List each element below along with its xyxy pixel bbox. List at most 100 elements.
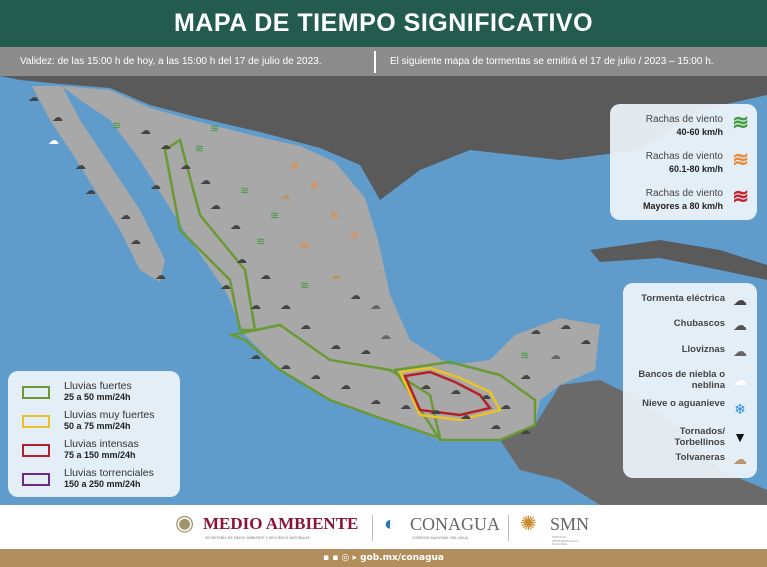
- tornado-icon: ▼: [733, 429, 747, 445]
- phenomena-legend-item: Tornados/ Torbellinos: [629, 426, 726, 448]
- thunderstorm-icon: ☁: [340, 379, 351, 392]
- page-title: MAPA DE TIEMPO SIGNIFICATIVO: [0, 0, 767, 47]
- thunderstorm-icon: ☁: [400, 399, 411, 412]
- rain-label: Lluvias muy fuertes: [64, 409, 155, 421]
- rain-text: Lluvias fuertes 25 a 50 mm/24h: [64, 381, 132, 403]
- wind-gust-icon: ≋: [256, 235, 266, 248]
- rain-swatch: [22, 414, 50, 428]
- phenomena-label: Tormenta eléctrica: [641, 293, 725, 304]
- conagua-drop-icon: ◐: [384, 513, 397, 535]
- zone-strong-rain-south: [392, 360, 537, 442]
- rain-swatch: [22, 443, 50, 457]
- thunderstorm-icon: ☁: [310, 369, 321, 382]
- thunderstorm-icon: ☁: [155, 269, 166, 282]
- divider: [374, 50, 376, 73]
- wind-gust-icon: ≋: [732, 186, 749, 208]
- phenomena-label: Chubascos: [673, 318, 725, 329]
- wind-legend: Rachas de viento 40-60 km/h ≋ Rachas de vie…: [610, 104, 757, 220]
- medio-ambiente-subtitle: SECRETARÍA DE MEDIO AMBIENTE Y RECURSOS …: [205, 536, 310, 540]
- rain-label: Lluvias torrenciales: [64, 467, 154, 479]
- rain-legend-item: Lluvias intensas 75 a 150 mm/24h: [22, 439, 139, 461]
- rain-range: 150 a 250 mm/24h: [64, 479, 141, 489]
- social-bar: ▪ ▪ ◎ ▸ gob.mx/conagua: [0, 549, 767, 567]
- thunderstorm-icon: ☁: [130, 234, 141, 247]
- thunderstorm-icon: ☁: [210, 199, 221, 212]
- baja-california: [32, 86, 165, 282]
- dust-storm-icon: ☁: [280, 189, 291, 202]
- thunderstorm-icon: ☁: [430, 404, 441, 417]
- wind-label: Rachas de viento: [645, 188, 723, 199]
- validity-text: Validez: de las 15:00 h de hoy, a las 15…: [20, 56, 322, 67]
- cuba: [590, 240, 767, 280]
- rain-label: Lluvias intensas: [64, 438, 139, 450]
- thunderstorm-icon: ☁: [300, 319, 311, 332]
- phenomena-label: Nieve o aguanieve: [642, 398, 725, 409]
- thunderstorm-icon: ☁: [500, 399, 511, 412]
- phenomena-legend-item: Tormenta eléctrica: [629, 293, 725, 304]
- rain-label: Lluvias fuertes: [64, 380, 132, 392]
- thunderstorm-icon: ☁: [260, 269, 271, 282]
- thunderstorm-icon: ☁: [420, 379, 431, 392]
- wind-gust-icon: ≋: [300, 239, 310, 252]
- phenomena-label: Tornados/ Torbellinos: [674, 426, 726, 448]
- phenomena-legend-item: Nieve o aguanieve: [629, 398, 725, 409]
- showers-icon: ☁: [550, 349, 561, 362]
- thunderstorm-icon: ☁: [520, 424, 531, 437]
- thunderstorm-icon: ☁: [480, 389, 491, 402]
- social-icons[interactable]: ▪ ▪ ◎ ▸: [323, 553, 361, 563]
- mexico-seal-icon: ◉: [175, 510, 195, 535]
- rain-text: Lluvias intensas 75 a 150 mm/24h: [64, 439, 139, 461]
- thunderstorm-icon: ☁: [150, 179, 161, 192]
- rain-legend-item: Lluvias fuertes 25 a 50 mm/24h: [22, 381, 132, 403]
- dust-storm-icon: ☁: [733, 451, 747, 467]
- thunderstorm-icon: ☁: [280, 359, 291, 372]
- thunderstorm-icon: ☁: [560, 319, 571, 332]
- validity-bar: Validez: de las 15:00 h de hoy, a las 15…: [0, 47, 767, 76]
- showers-icon: ☁: [370, 299, 381, 312]
- rain-range: 75 a 150 mm/24h: [64, 450, 136, 460]
- wind-gust-icon: ≋: [240, 184, 250, 197]
- wind-gust-icon: ≋: [210, 122, 220, 135]
- phenomena-legend-item: Bancos de niebla o neblina: [629, 369, 725, 391]
- showers-icon: ☁: [733, 317, 747, 333]
- smn-logo: SMN: [550, 514, 590, 534]
- thunderstorm-icon: ☁: [450, 384, 461, 397]
- thunderstorm-icon: ☁: [490, 419, 501, 432]
- thunderstorm-icon: ☁: [120, 209, 131, 222]
- wind-gust-icon: ≋: [300, 279, 310, 292]
- rain-range: 50 a 75 mm/24h: [64, 421, 131, 431]
- wind-gust-icon: ≋: [270, 209, 280, 222]
- smn-logo-icon: ✺: [520, 513, 537, 535]
- rain-text: Lluvias muy fuertes 50 a 75 mm/24h: [64, 410, 154, 432]
- wind-range: 60.1-80 km/h: [668, 164, 723, 174]
- wind-range: 40-60 km/h: [676, 127, 723, 137]
- wind-gust-icon: ≋: [195, 142, 205, 155]
- thunderstorm-icon: ☁: [330, 339, 341, 352]
- rain-text: Lluvias torrenciales 150 a 250 mm/24h: [64, 468, 154, 490]
- zone-strong-rain-west: [163, 137, 257, 332]
- thunderstorm-icon: ☁: [370, 394, 381, 407]
- wind-gust-icon: ≋: [112, 119, 122, 132]
- wind-range: Mayores a 80 km/h: [642, 201, 723, 211]
- rain-legend-item: Lluvias muy fuertes 50 a 75 mm/24h: [22, 410, 154, 432]
- thunderstorm-icon: ☁: [350, 289, 361, 302]
- website-link[interactable]: gob.mx/conagua: [360, 553, 444, 563]
- phenomena-label: Bancos de niebla o neblina: [638, 369, 725, 391]
- divider: [508, 515, 509, 541]
- wind-gust-icon: ≋: [520, 349, 530, 362]
- wind-gust-icon: ≋: [330, 209, 340, 222]
- phenomena-legend-item: Tolvaneras: [629, 452, 725, 463]
- smn-subtitle: SERVICIO METEOROLÓGICO NACIONAL: [552, 535, 579, 546]
- wind-gust-icon: ≋: [732, 112, 749, 134]
- usa-land: [0, 76, 767, 200]
- medio-ambiente-logo: MEDIO AMBIENTE: [203, 514, 359, 533]
- wind-gust-icon: ≋: [732, 149, 749, 171]
- thunderstorm-icon: ☁: [250, 299, 261, 312]
- drizzle-icon: ☁: [733, 343, 747, 359]
- wind-legend-item: Rachas de viento 40-60 km/h: [646, 114, 723, 138]
- thunderstorm-icon: ☁: [530, 324, 541, 337]
- phenomena-label: Tolvaneras: [675, 452, 725, 463]
- map-base: [0, 76, 767, 505]
- snow-icon: ❄: [734, 401, 746, 417]
- thunderstorm-icon: ☁: [28, 91, 39, 104]
